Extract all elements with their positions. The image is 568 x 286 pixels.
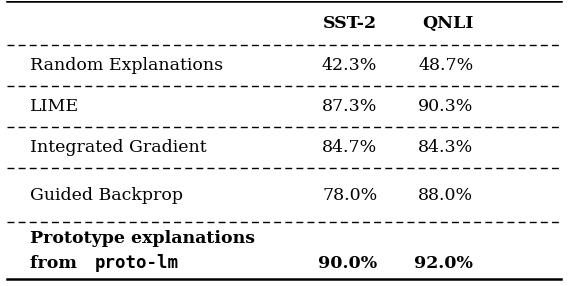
Text: Guided Backprop: Guided Backprop bbox=[30, 187, 183, 204]
Text: 42.3%: 42.3% bbox=[322, 57, 377, 74]
Text: proto-lm: proto-lm bbox=[95, 254, 179, 272]
Text: SST-2: SST-2 bbox=[323, 15, 377, 32]
Text: Prototype explanations: Prototype explanations bbox=[30, 230, 254, 247]
Text: Random Explanations: Random Explanations bbox=[30, 57, 223, 74]
Text: LIME: LIME bbox=[30, 98, 79, 115]
Text: from: from bbox=[30, 255, 82, 272]
Text: 84.7%: 84.7% bbox=[322, 140, 377, 156]
Text: Integrated Gradient: Integrated Gradient bbox=[30, 140, 206, 156]
Text: 84.3%: 84.3% bbox=[418, 140, 473, 156]
Text: 87.3%: 87.3% bbox=[322, 98, 377, 115]
Text: 88.0%: 88.0% bbox=[418, 187, 473, 204]
Text: 78.0%: 78.0% bbox=[322, 187, 377, 204]
Text: QNLI: QNLI bbox=[422, 15, 473, 32]
Text: 48.7%: 48.7% bbox=[418, 57, 473, 74]
Text: 90.3%: 90.3% bbox=[418, 98, 473, 115]
Text: 92.0%: 92.0% bbox=[415, 255, 473, 272]
Text: 90.0%: 90.0% bbox=[318, 255, 377, 272]
